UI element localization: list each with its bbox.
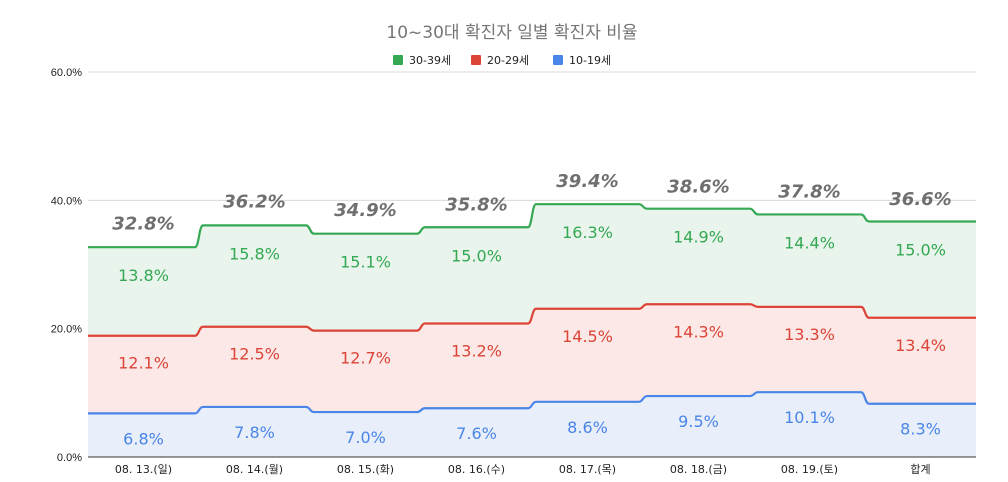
series-line-30-39세 bbox=[88, 203, 976, 249]
data-label: 13.8% bbox=[118, 266, 169, 285]
data-label: 13.3% bbox=[784, 325, 835, 344]
total-label: 32.8% bbox=[112, 214, 174, 235]
x-tick-label: 08. 13.(일) bbox=[115, 462, 172, 476]
data-label: 8.6% bbox=[567, 418, 608, 437]
data-label: 14.5% bbox=[562, 327, 613, 346]
data-label: 12.5% bbox=[229, 345, 280, 364]
data-label: 7.8% bbox=[234, 423, 275, 442]
data-label: 13.4% bbox=[895, 336, 946, 355]
data-label: 6.8% bbox=[123, 429, 164, 448]
data-label: 9.5% bbox=[678, 412, 719, 431]
series-lines bbox=[88, 203, 976, 415]
area-band-10-19세 bbox=[88, 392, 976, 457]
legend: 30-39세 20-29세 10-19세 bbox=[393, 54, 611, 67]
x-tick-label: 08. 14.(월) bbox=[226, 463, 283, 476]
legend-label: 30-39세 bbox=[409, 54, 451, 67]
data-label: 14.3% bbox=[673, 322, 724, 341]
total-label: 36.2% bbox=[223, 192, 285, 213]
data-label: 12.7% bbox=[340, 349, 391, 368]
x-tick-label: 08. 18.(금) bbox=[670, 463, 727, 476]
legend-swatch bbox=[553, 55, 563, 65]
total-label: 36.6% bbox=[889, 189, 951, 210]
legend-swatch bbox=[471, 55, 481, 65]
series-line-20-29세 bbox=[88, 303, 976, 337]
chart-title: 10~30대 확진자 일별 확진자 비율 bbox=[386, 23, 637, 43]
data-labels: 6.8% 7.8% 7.0% 7.6% 8.6% 9.5% 10.1% 8.3% 12.1% 12… bbox=[112, 171, 951, 448]
legend-label: 10-19세 bbox=[569, 54, 611, 67]
x-tick-label: 08. 16.(수) bbox=[448, 463, 505, 476]
data-label: 7.0% bbox=[345, 428, 386, 447]
total-label: 35.8% bbox=[445, 194, 507, 215]
area-band-20-29세 bbox=[88, 304, 976, 414]
total-label: 37.8% bbox=[778, 181, 840, 202]
area-band-30-39세 bbox=[88, 204, 976, 336]
y-tick-label: 0.0% bbox=[57, 452, 82, 464]
data-label: 16.3% bbox=[562, 223, 613, 242]
data-label: 15.0% bbox=[451, 246, 502, 265]
data-label: 13.2% bbox=[451, 342, 502, 361]
data-label: 7.6% bbox=[456, 424, 497, 443]
y-tick-label: 60.0% bbox=[51, 67, 82, 79]
data-label: 15.8% bbox=[229, 244, 280, 263]
total-label: 34.9% bbox=[334, 200, 396, 221]
x-tick-label: 08. 19.(토) bbox=[781, 463, 838, 476]
total-label: 39.4% bbox=[556, 171, 618, 192]
axes: 0.0% 20.0% 40.0% 60.0% 08. 13.(일) 08. 14.(월) 0… bbox=[51, 67, 976, 476]
total-label: 38.6% bbox=[667, 176, 729, 197]
y-tick-label: 40.0% bbox=[51, 195, 82, 207]
data-label: 12.1% bbox=[118, 354, 169, 373]
data-label: 10.1% bbox=[784, 408, 835, 427]
data-label: 14.4% bbox=[784, 233, 835, 252]
data-label: 8.3% bbox=[900, 420, 941, 439]
series-line-10-19세 bbox=[88, 391, 976, 415]
data-label: 15.1% bbox=[340, 253, 391, 272]
data-label: 15.0% bbox=[895, 241, 946, 260]
x-tick-label: 08. 17.(목) bbox=[559, 463, 616, 476]
y-tick-label: 20.0% bbox=[51, 324, 82, 336]
x-tick-label: 합계 bbox=[910, 463, 930, 476]
x-tick-label: 08. 15.(화) bbox=[337, 463, 394, 476]
legend-label: 20-29세 bbox=[487, 54, 529, 67]
legend-swatch bbox=[393, 55, 403, 65]
series-areas bbox=[88, 204, 976, 457]
data-label: 14.9% bbox=[673, 228, 724, 247]
